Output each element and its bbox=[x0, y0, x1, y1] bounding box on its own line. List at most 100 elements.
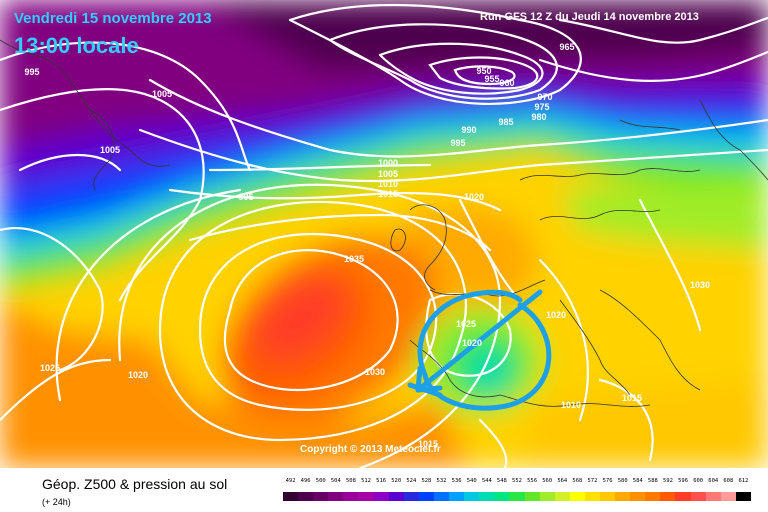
isobar-label: 995 bbox=[24, 67, 40, 77]
isobar-label: 1005 bbox=[151, 89, 173, 99]
forecast-lead: (+ 24h) bbox=[42, 497, 71, 507]
legend-swatch bbox=[645, 492, 661, 501]
legend-tick-label: 580 bbox=[617, 478, 628, 484]
legend-swatch bbox=[630, 492, 646, 501]
legend-tick-label: 524 bbox=[406, 478, 417, 484]
isobars bbox=[0, 3, 768, 468]
isobar-label: 985 bbox=[498, 117, 514, 127]
legend-tick-label: 560 bbox=[542, 478, 553, 484]
legend-tick-label: 544 bbox=[481, 478, 492, 484]
forecast-local-time: 13:00 locale bbox=[14, 33, 139, 58]
geopotential-field bbox=[0, 0, 768, 468]
isobar-label: 975 bbox=[534, 102, 550, 112]
legend-swatch bbox=[720, 492, 736, 501]
legend-tick-label: 612 bbox=[738, 478, 749, 484]
legend-tick-label: 596 bbox=[678, 478, 689, 484]
isobar-label: 995 bbox=[450, 138, 466, 148]
isobar-label: 1020 bbox=[545, 310, 567, 320]
legend-swatch bbox=[418, 492, 434, 501]
legend-tick-label: 568 bbox=[572, 478, 583, 484]
legend-swatch bbox=[599, 492, 616, 501]
legend-tick-label: 584 bbox=[632, 478, 643, 484]
legend-tick-label: 556 bbox=[527, 478, 538, 484]
legend-swatch bbox=[449, 492, 465, 501]
isobar-label: 950 bbox=[476, 66, 492, 76]
isobar-label: 955 bbox=[484, 74, 500, 84]
isobar-label: 980 bbox=[531, 112, 547, 122]
isobar-label: 1015 bbox=[377, 189, 399, 199]
legend-tick-label: 576 bbox=[602, 478, 613, 484]
legend-swatch bbox=[675, 492, 691, 501]
legend-tick-label: 520 bbox=[391, 478, 402, 484]
isobar-label: 995 bbox=[238, 192, 254, 202]
legend-tick-label: 504 bbox=[330, 478, 341, 484]
legend-ticks: 492 496 500 504 508 512 516 520 524 528 532 536 540 5… bbox=[283, 478, 751, 488]
isobar-label: 1020 bbox=[127, 370, 149, 380]
legend-tick-label: 536 bbox=[451, 478, 462, 484]
legend-swatch bbox=[313, 492, 329, 501]
forecast-date: Vendredi 15 novembre 2013 bbox=[14, 10, 212, 27]
isobar-label: 1010 bbox=[377, 179, 399, 189]
isobar-label: 1000 bbox=[377, 158, 399, 168]
legend-swatch bbox=[660, 492, 676, 501]
isobar-label: 1030 bbox=[689, 280, 711, 290]
legend-swatch bbox=[358, 492, 374, 501]
legend-tick-label: 532 bbox=[436, 478, 447, 484]
legend-swatch bbox=[554, 492, 570, 501]
isobar-label: 1015 bbox=[621, 393, 643, 403]
legend-tick-label: 608 bbox=[723, 478, 734, 484]
isobar-label: 965 bbox=[559, 42, 575, 52]
isobar-label: 1035 bbox=[343, 254, 365, 264]
isobar-label: 1025 bbox=[39, 363, 61, 373]
legend-swatch bbox=[373, 492, 389, 501]
legend-tick-label: 572 bbox=[587, 478, 598, 484]
legend-tick-label: 516 bbox=[376, 478, 387, 484]
legend-swatch bbox=[433, 492, 450, 501]
isobar-label: 1010 bbox=[560, 400, 582, 410]
isobar-label: 1025 bbox=[455, 319, 477, 329]
legend-swatch bbox=[343, 492, 359, 501]
copyright-notice: Copyright © 2013 Meteociel.fr bbox=[300, 444, 441, 455]
legend-swatch bbox=[283, 492, 299, 501]
cyclone-annotation bbox=[407, 289, 552, 411]
color-legend bbox=[283, 492, 751, 501]
legend-tick-label: 496 bbox=[300, 478, 311, 484]
isobar-label: 970 bbox=[537, 92, 553, 102]
model-run-info: Run GFS 12 Z du Jeudi 14 novembre 2013 bbox=[480, 11, 699, 23]
legend-swatch bbox=[569, 492, 585, 501]
isobar-label: 990 bbox=[461, 125, 477, 135]
isobar-label: 1005 bbox=[99, 145, 121, 155]
legend-swatch bbox=[705, 492, 721, 501]
legend-swatch bbox=[388, 492, 404, 501]
legend-tick-label: 564 bbox=[557, 478, 568, 484]
legend-tick-label: 528 bbox=[421, 478, 432, 484]
legend-swatch bbox=[509, 492, 525, 501]
legend-swatch bbox=[539, 492, 555, 501]
isobar-label: 1015 bbox=[417, 439, 439, 449]
legend-tick-label: 500 bbox=[315, 478, 326, 484]
legend-swatch bbox=[464, 492, 480, 501]
isobar-label: 1030 bbox=[364, 367, 386, 377]
edge-shading bbox=[0, 0, 768, 6]
legend-swatch bbox=[690, 492, 706, 501]
map-title: Géop. Z500 & pression au sol bbox=[42, 476, 228, 492]
weather-map: Vendredi 15 novembre 2013 13:00 locale R… bbox=[0, 0, 768, 468]
legend-swatch bbox=[298, 492, 314, 501]
isobar-label: 1005 bbox=[377, 169, 399, 179]
isobar-label: 960 bbox=[499, 78, 515, 88]
legend-tick-label: 548 bbox=[496, 478, 507, 484]
legend-tick-label: 600 bbox=[693, 478, 704, 484]
legend-tick-label: 492 bbox=[285, 478, 296, 484]
legend-tick-label: 604 bbox=[708, 478, 719, 484]
legend-tick-label: 552 bbox=[512, 478, 522, 484]
isobar-label: 1020 bbox=[463, 192, 485, 202]
legend-swatch bbox=[328, 492, 344, 501]
legend-tick-label: 540 bbox=[466, 478, 477, 484]
map-footer: Géop. Z500 & pression au sol (+ 24h) 492… bbox=[0, 468, 768, 512]
legend-swatch bbox=[494, 492, 510, 501]
legend-swatch bbox=[735, 492, 751, 501]
legend-tick-label: 512 bbox=[361, 478, 371, 484]
legend-tick-label: 508 bbox=[345, 478, 356, 484]
legend-swatch bbox=[524, 492, 540, 501]
legend-swatch bbox=[584, 492, 600, 501]
